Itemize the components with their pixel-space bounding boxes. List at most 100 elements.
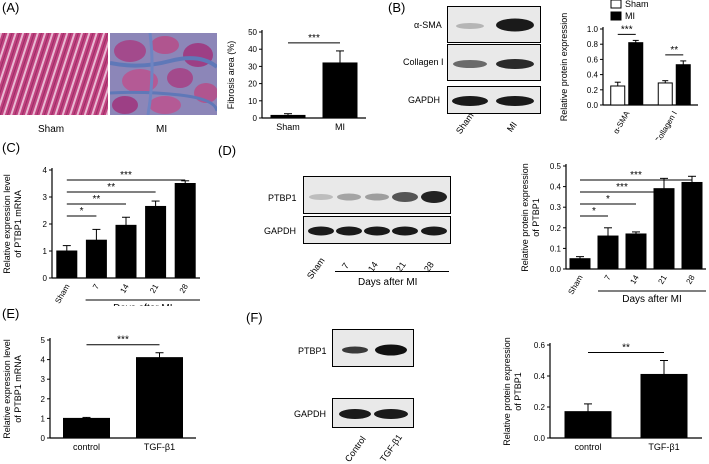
significance-mark: * <box>80 206 84 217</box>
bar <box>597 235 619 270</box>
y-tick-label: 0.0 <box>550 265 562 274</box>
blot-ptbp1-f <box>332 329 414 367</box>
bar <box>628 42 644 106</box>
y-tick-label: 5 <box>41 336 46 345</box>
y-tick-label: 50 <box>248 28 257 37</box>
bar <box>625 233 647 270</box>
bar <box>640 373 688 439</box>
legend-swatch <box>610 0 622 9</box>
y-tick-label: 4 <box>41 356 46 365</box>
legend-label: MI <box>625 11 635 21</box>
bar <box>675 64 691 106</box>
significance-mark: * <box>592 206 596 217</box>
y-tick-label: 0.6 <box>534 341 546 350</box>
y-tick-label: 0.5 <box>550 162 562 171</box>
x-group-label: Days after MI <box>113 303 172 306</box>
panel-label-a: (A) <box>2 0 20 15</box>
bar <box>85 239 107 279</box>
y-tick-label: 0 <box>41 434 46 443</box>
y-tick-label: 0.4 <box>587 71 599 80</box>
y-tick-label: 3 <box>43 193 48 202</box>
y-axis-label: Relative protein expression <box>520 163 530 272</box>
blot-collagen-i <box>447 44 541 81</box>
blot-gapdh-b <box>447 86 541 114</box>
y-axis-label: of PTBP1 mRNA <box>13 355 23 423</box>
blot-gapdh-f <box>332 398 414 428</box>
ptbp1-mrna-days-chart: 0 1 2 3 4 Relative expression level of PTBP1 m… <box>2 166 200 306</box>
lane-label: MI <box>505 119 519 134</box>
bar <box>610 85 626 106</box>
significance-mark: *** <box>630 170 642 181</box>
y-tick-label: 0.2 <box>534 403 546 412</box>
y-tick-label: 0.2 <box>587 86 599 95</box>
significance-mark: * <box>606 194 610 205</box>
significance-mark: *** <box>308 33 320 44</box>
y-tick-label: 2 <box>43 220 48 229</box>
x-tick-label: 21 <box>148 282 161 295</box>
y-axis-label: Relative expression level <box>2 339 12 439</box>
y-tick-label: 0.0 <box>534 434 546 443</box>
tgf-ptbp1-mrna-chart: 0 1 2 3 4 5 Relative expression level of PTBP1 … <box>2 335 196 452</box>
x-tick-label: MI <box>335 122 345 132</box>
panel-label-b: (B) <box>388 0 406 15</box>
blot-row-label: Collagen I <box>403 57 444 67</box>
x-tick-label: Sham <box>566 273 584 296</box>
lane-label: Sham <box>454 110 476 136</box>
y-tick-label: 1 <box>43 247 48 256</box>
y-tick-label: 0 <box>253 114 258 123</box>
lane-label: TGF-β1 <box>378 432 405 464</box>
days-bracket-line <box>335 271 449 272</box>
significance-mark: ** <box>622 343 630 354</box>
blot-row-label: GAPDH <box>294 409 327 419</box>
y-tick-label: 20 <box>248 80 257 89</box>
y-tick-label: 0.0 <box>587 101 599 110</box>
panel-label-d: (D) <box>218 143 237 158</box>
x-tick-label: Sham <box>53 282 71 305</box>
bar <box>63 417 110 439</box>
significance-mark: ** <box>670 45 678 56</box>
significance-mark: *** <box>120 170 132 181</box>
sham-image-label: Sham <box>38 124 65 135</box>
x-tick-label: 28 <box>178 282 191 295</box>
y-tick-label: 3 <box>41 375 46 384</box>
bar <box>569 258 591 270</box>
bar <box>174 183 196 279</box>
y-tick-label: 0.4 <box>550 183 562 192</box>
mi-image-label: MI <box>156 124 168 135</box>
blot-row-label: α-SMA <box>414 20 442 30</box>
panel-label-f: (F) <box>246 310 263 325</box>
significance-mark: *** <box>616 182 628 193</box>
y-axis-label: Fibrosis area (%) <box>226 41 236 110</box>
y-tick-label: 0.6 <box>587 55 599 64</box>
y-tick-label: 1 <box>41 414 46 423</box>
legend-swatch <box>610 11 622 21</box>
bar <box>564 411 612 439</box>
blot-row-label: PTBP1 <box>298 346 327 356</box>
panel-label-e: (E) <box>2 306 20 321</box>
bar <box>653 188 675 270</box>
mi-histology-image <box>110 33 217 115</box>
bar <box>322 62 358 119</box>
y-tick-label: 2 <box>41 395 46 404</box>
y-tick-label: 10 <box>248 97 257 106</box>
significance-mark: *** <box>117 335 129 346</box>
x-tick-label: Collagen I <box>653 110 679 141</box>
x-tick-label: 14 <box>628 273 641 286</box>
y-tick-label: 0.4 <box>534 372 546 381</box>
bar <box>56 250 78 279</box>
x-tick-label: 7 <box>603 273 613 282</box>
bar <box>270 114 306 119</box>
legend-label: Sham <box>625 0 649 9</box>
fibrosis-area-chart: 0 10 20 30 40 50 Fibrosis area (%) Sham MI *** <box>226 28 366 132</box>
alpha-sma-collagen-chart: 0.0 0.2 0.4 0.6 0.8 1.0 Relative protein expre… <box>559 0 698 141</box>
y-axis-label: of PTBP1 <box>513 372 523 411</box>
lane-label: 7 <box>340 260 352 271</box>
x-tick-label: control <box>574 442 601 452</box>
significance-mark: ** <box>107 182 115 193</box>
significance-mark: *** <box>621 24 633 35</box>
sham-histology-image <box>0 33 108 115</box>
x-tick-label: α-SMA <box>611 109 631 135</box>
x-tick-label: 28 <box>684 273 697 286</box>
x-tick-label: 7 <box>91 282 101 291</box>
y-axis-label: Relative expression level <box>2 174 12 274</box>
